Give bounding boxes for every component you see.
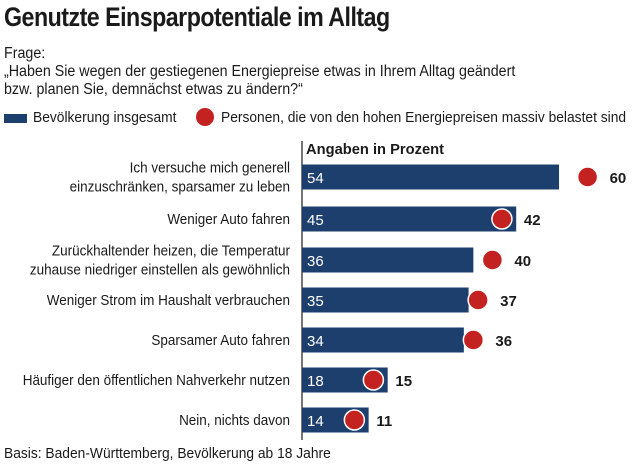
category-label: zuhause niedriger einstellen als gewöhnl…: [30, 262, 290, 279]
dot-value-label: 15: [395, 373, 412, 390]
category-label: Ich versuche mich generell: [130, 160, 290, 177]
dot-value-label: 40: [514, 253, 531, 270]
dot-burdened: [467, 289, 489, 311]
category-label: Häufiger den öffentlichen Nahverkehr nut…: [23, 372, 290, 389]
bar-value-label: 54: [307, 170, 324, 187]
question-line-1: „Haben Sie wegen der gestiegenen Energie…: [4, 63, 516, 80]
category-label: einzuschränken, sparsamer zu leben: [70, 179, 290, 196]
category-label: Nein, nichts davon: [179, 412, 290, 429]
dot-burdened: [576, 166, 599, 188]
bar-total: [302, 327, 464, 353]
bar-total: [302, 247, 474, 273]
category-label: Zurückhaltender heizen, die Temperatur: [52, 243, 290, 260]
bar-total: [302, 206, 517, 232]
dot-value-label: 42: [524, 212, 541, 229]
bar-value-label: 18: [307, 373, 324, 390]
dot-value-label: 37: [500, 293, 517, 310]
question-label: Frage:: [4, 45, 46, 62]
dot-burdened: [491, 208, 513, 230]
dot-value-label: 60: [610, 170, 627, 187]
bar-total: [302, 164, 560, 190]
bar-value-label: 45: [307, 212, 324, 229]
dot-burdened: [481, 249, 504, 271]
chart-title: Genutzte Einsparpotentiale im Alltag: [4, 2, 390, 32]
dot-value-label: 36: [495, 333, 512, 350]
dot-burdened: [343, 409, 366, 431]
legend-series-1: Bevölkerung insgesamt: [33, 109, 177, 126]
bar-value-label: 34: [307, 333, 324, 350]
chart-subtitle: Angaben in Prozent: [306, 141, 444, 158]
legend-bar-swatch: [4, 114, 27, 123]
bar-value-label: 14: [307, 413, 324, 430]
category-label: Sparsamer Auto fahren: [151, 332, 290, 349]
dot-value-label: 11: [376, 413, 392, 430]
category-label: Weniger Strom im Haushalt verbrauchen: [47, 292, 290, 309]
footer-note: Basis: Baden-Württemberg, Bevölkerung ab…: [4, 445, 331, 462]
question-line-2: bzw. planen Sie, demnächst etwas zu ände…: [4, 81, 303, 98]
legend-dot-swatch: [196, 108, 214, 126]
bar-total: [302, 287, 469, 313]
bar-value-label: 35: [307, 293, 324, 310]
bar-value-label: 36: [307, 253, 324, 270]
dot-burdened: [362, 369, 385, 391]
category-label: Weniger Auto fahren: [167, 211, 290, 228]
legend-series-2: Personen, die von den hohen Energiepreis…: [221, 109, 627, 126]
dot-burdened: [462, 329, 485, 351]
